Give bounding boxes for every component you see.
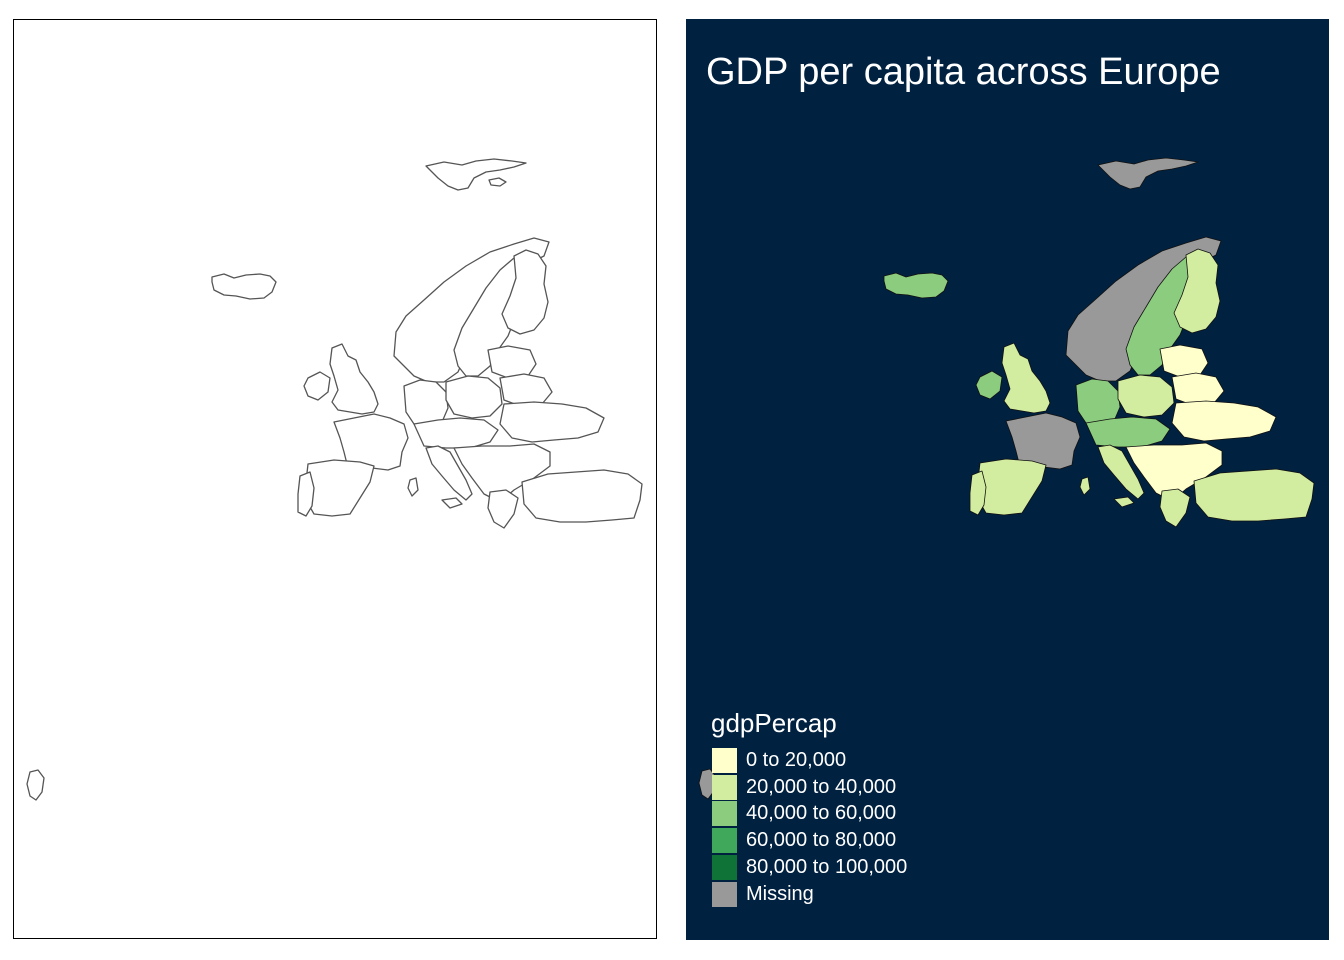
region-turkey [1193,468,1315,522]
region-central-europe [1085,416,1171,448]
legend-item: 40,000 to 60,000 [712,801,907,828]
region-iceland-outline [211,273,277,300]
region-ukraine [1171,400,1277,442]
region-portugal [969,470,987,516]
region-svalbard [1097,157,1199,190]
legend-title: gdpPercap [711,708,837,738]
legend: gdpPercap 0 to 20,000 20,000 to 40,000 4… [711,708,907,908]
region-greece [1159,488,1191,528]
choropleth-panel: GDP per capita across Europe gdpPercap 0… [686,19,1329,940]
region-uk-outline [329,343,379,415]
legend-swatch [712,747,737,773]
map-title: GDP per capita across Europe [706,51,1221,93]
region-finland [1173,248,1221,334]
region-sicily [1113,496,1135,508]
legend-label: 0 to 20,000 [746,748,847,771]
legend-item: Missing [712,881,907,908]
region-sicily-outline [441,497,463,509]
region-finland-outline [501,249,549,335]
legend-item: 20,000 to 40,000 [712,774,907,801]
region-italy-outline [425,445,473,501]
region-france [1005,412,1081,470]
region-belarus-outline [499,373,553,407]
region-italy [1097,444,1145,500]
region-france-outline [333,413,409,471]
legend-swatch [712,774,737,800]
legend-label: 60,000 to 80,000 [746,829,897,852]
legend-item: 0 to 20,000 [712,747,907,774]
legend-label: 80,000 to 100,000 [746,856,908,879]
region-spain-outline [305,459,375,517]
region-canary-outline [26,769,45,801]
region-belarus [1171,372,1225,406]
outline-map [26,158,643,801]
legend-label: 40,000 to 60,000 [746,802,897,825]
outline-map-panel [13,19,657,939]
region-germany-outline [403,379,449,427]
legend-swatch [712,881,737,907]
region-greece-outline [487,489,519,529]
region-ireland [975,370,1003,400]
legend-swatch [712,855,737,881]
legend-item: 60,000 to 80,000 [712,827,907,854]
region-sardinia-corsica [1079,476,1091,496]
region-ireland-outline [303,371,331,401]
region-baltics [1159,344,1209,378]
region-poland-outline [445,375,503,419]
region-canary [698,768,717,800]
region-baltics-outline [487,345,537,379]
region-iceland [883,272,949,299]
region-svalbard-outline [425,158,527,191]
region-turkey-outline [521,469,643,523]
region-portugal-outline [297,471,315,517]
region-poland [1117,374,1175,418]
legend-item: 80,000 to 100,000 [712,854,907,881]
region-germany [1075,378,1121,426]
region-islands-outline [407,477,419,497]
legend-label: 20,000 to 40,000 [746,775,897,798]
region-central-europe-outline [413,417,499,449]
region-svalbard-islet-outline [488,177,507,187]
region-ukraine-outline [499,401,605,443]
region-uk [1001,342,1051,414]
legend-swatch [712,828,737,854]
choropleth-map [698,157,1315,800]
legend-label: Missing [746,882,814,905]
region-spain [977,458,1047,516]
legend-swatch [712,801,737,827]
